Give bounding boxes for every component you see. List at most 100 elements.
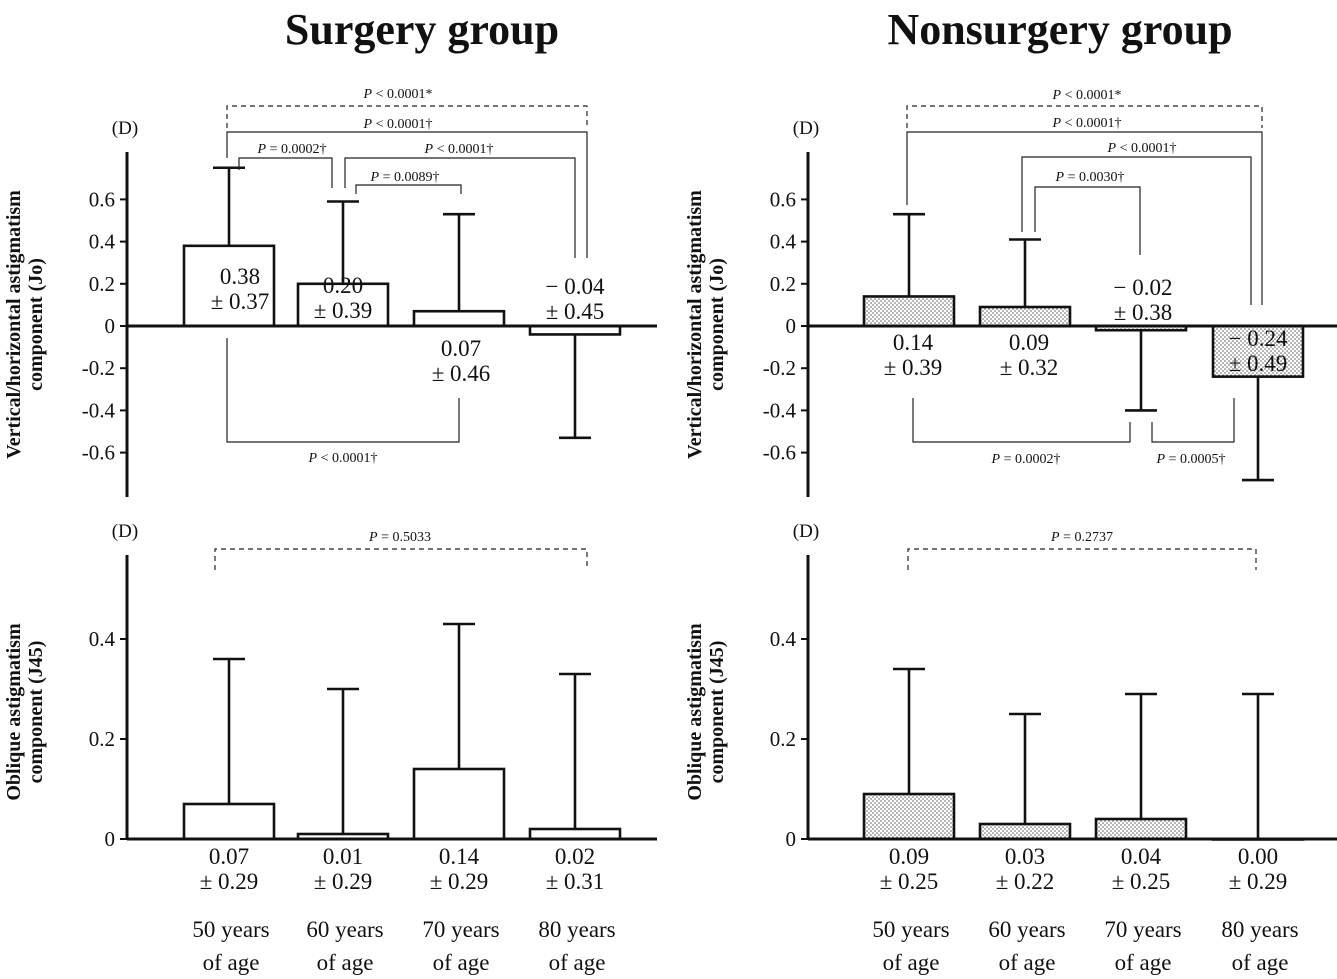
category-sublabel-surgery-4: of age	[549, 950, 606, 975]
panel4-y-axis-label-line2: component (J45)	[706, 641, 728, 784]
pvalue-surgery-6: P < 0.0001†	[308, 451, 378, 466]
panel4-bar-3	[1094, 817, 1188, 841]
category-label-nonsurgery-4: 80 years	[1221, 917, 1298, 942]
panel4-y-tick-label: 0.2	[770, 727, 796, 751]
panel3-sd-label-1: ± 0.29	[200, 869, 259, 894]
category-sublabel-surgery-2: of age	[317, 950, 374, 975]
category-label-surgery-1: 50 years	[192, 917, 269, 942]
pvalue-surgery-j45: P = 0.5033	[368, 530, 431, 545]
panel4-y-axis-title: Oblique astigmatism component (J45)	[684, 623, 728, 801]
panel2-sd-label-2: ± 0.32	[1000, 355, 1059, 380]
panel2-y-tick-label: 0.6	[770, 187, 796, 211]
category-sublabel-nonsurgery-3: of age	[1115, 950, 1172, 975]
category-sublabel-surgery-3: of age	[433, 950, 490, 975]
sig-bracket-surgery-2	[226, 131, 588, 258]
sig-bracket-nonsurgery-5	[912, 398, 1131, 443]
panel1-y-tick-label: 0	[105, 314, 116, 338]
panel3-y-axis-title: Oblique astigmatism component (J45)	[3, 623, 47, 801]
category-label-nonsurgery-3: 70 years	[1104, 917, 1181, 942]
panel1-y-axis-label-line1: Vertical/horizontal astigmatism	[3, 190, 25, 459]
sig-bracket-nonsurgery-j45	[907, 548, 1257, 570]
nonsurgery-group-title: Nonsurgery group	[887, 5, 1232, 54]
pvalue-nonsurgery-2: P < 0.0001†	[1052, 116, 1122, 131]
sig-bracket-surgery-5	[355, 184, 462, 194]
panel1-bar-1	[182, 244, 276, 328]
panel1-y-axis-title: Vertical/horizontal astigmatism component…	[3, 190, 47, 459]
panel4-bar-1	[862, 792, 956, 841]
category-label-surgery-4: 80 years	[538, 917, 615, 942]
pvalue-nonsurgery-3: P < 0.0001†	[1107, 141, 1177, 156]
sig-bracket-nonsurgery-1	[906, 105, 1263, 128]
category-sublabel-nonsurgery-1: of age	[883, 950, 940, 975]
panel4-sd-label-3: ± 0.25	[1112, 869, 1171, 894]
panel4-value-label-2: 0.03	[1005, 844, 1045, 869]
panel3-bar-1	[182, 802, 276, 841]
sig-bracket-nonsurgery-2	[906, 131, 1263, 305]
panel2-value-label-3: − 0.02	[1114, 275, 1173, 300]
panel1-y-tick-label: 0.2	[89, 272, 115, 296]
category-sublabel-surgery-1: of age	[203, 950, 260, 975]
panel4-value-label-1: 0.09	[889, 844, 929, 869]
panel4-y-tick-label: 0	[786, 827, 797, 851]
pvalue-nonsurgery-1: P < 0.0001*	[1052, 88, 1122, 103]
panel3-sd-label-2: ± 0.29	[314, 869, 373, 894]
panel1-value-label-4: − 0.04	[546, 274, 605, 299]
panel3-value-label-2: 0.01	[323, 844, 363, 869]
panel2-y-axis-label-line2: component (Jo)	[706, 258, 728, 391]
category-sublabel-nonsurgery-4: of age	[1232, 950, 1289, 975]
panel4-y-tick-label: 0.4	[770, 627, 797, 651]
panel4-sd-label-4: ± 0.29	[1229, 869, 1288, 894]
panel2-y-tick-label: 0.2	[770, 272, 796, 296]
pvalue-surgery-4: P < 0.0001†	[424, 142, 494, 157]
panel3-sd-label-4: ± 0.31	[546, 869, 605, 894]
panel2-value-label-4: − 0.24	[1229, 326, 1288, 351]
panel1-sd-label-4: ± 0.45	[546, 299, 605, 324]
panel1-value-label-3: 0.07	[441, 336, 481, 361]
panel4-sd-label-1: ± 0.25	[880, 869, 939, 894]
panel2-value-label-1: 0.14	[893, 330, 934, 355]
panel2-y-tick-label: 0.4	[770, 230, 797, 254]
panel1-y-tick-label: -0.4	[82, 398, 116, 422]
panel3-value-label-1: 0.07	[209, 844, 249, 869]
sig-bracket-nonsurgery-6	[1151, 398, 1235, 443]
panel2-unit-label: (D)	[793, 118, 819, 139]
panel4-value-label-3: 0.04	[1121, 844, 1162, 869]
panel3-value-label-4: 0.02	[555, 844, 595, 869]
pvalue-surgery-5: P = 0.0089†	[370, 170, 440, 185]
panel1-y-axis-label-line2: component (Jo)	[25, 258, 47, 391]
panel2-bar-1	[862, 295, 956, 328]
panel1-y-tick-label: -0.6	[82, 441, 115, 465]
pvalue-surgery-1: P < 0.0001*	[363, 87, 433, 102]
pvalue-nonsurgery-5: P = 0.0002†	[991, 452, 1061, 467]
sig-bracket-surgery-3	[238, 157, 333, 188]
panel3-y-axis-label-line1: Oblique astigmatism	[3, 623, 25, 801]
panel3-y-tick-label: 0.4	[89, 627, 116, 651]
panel4-sd-label-2: ± 0.22	[996, 869, 1055, 894]
panel3-y-axis-label-line2: component (J45)	[25, 641, 47, 784]
panel1-unit-label: (D)	[112, 118, 138, 139]
panel3-bar-3	[412, 767, 506, 841]
panel1-sd-label-3: ± 0.46	[432, 361, 491, 386]
pvalue-nonsurgery-j45: P = 0.2737	[1050, 530, 1113, 545]
panel3-y-tick-label: 0	[105, 827, 116, 851]
panel1-value-label-2: 0.20	[323, 273, 363, 298]
panel2-y-axis-title: Vertical/horizontal astigmatism component…	[684, 190, 728, 459]
panel3-y-tick-label: 0.2	[89, 727, 115, 751]
category-label-surgery-2: 60 years	[306, 917, 383, 942]
panel2-y-tick-label: -0.2	[763, 356, 796, 380]
panel2-bar-2	[978, 305, 1072, 328]
sig-bracket-surgery-6	[226, 338, 460, 443]
category-sublabel-nonsurgery-2: of age	[999, 950, 1056, 975]
panel3-sd-label-3: ± 0.29	[430, 869, 489, 894]
sig-bracket-nonsurgery-3	[1021, 156, 1252, 305]
category-label-nonsurgery-2: 60 years	[988, 917, 1065, 942]
panel4-bar-2	[978, 822, 1072, 841]
panel4-value-label-4: 0.00	[1238, 844, 1278, 869]
sig-bracket-surgery-j45	[214, 548, 588, 570]
pvalue-surgery-3: P = 0.0002†	[257, 142, 327, 157]
panel3-unit-label: (D)	[112, 521, 138, 542]
panel2-sd-label-3: ± 0.38	[1114, 300, 1173, 325]
category-label-nonsurgery-1: 50 years	[872, 917, 949, 942]
sig-bracket-surgery-1	[226, 105, 588, 128]
panel2-sd-label-4: ± 0.49	[1229, 351, 1288, 376]
